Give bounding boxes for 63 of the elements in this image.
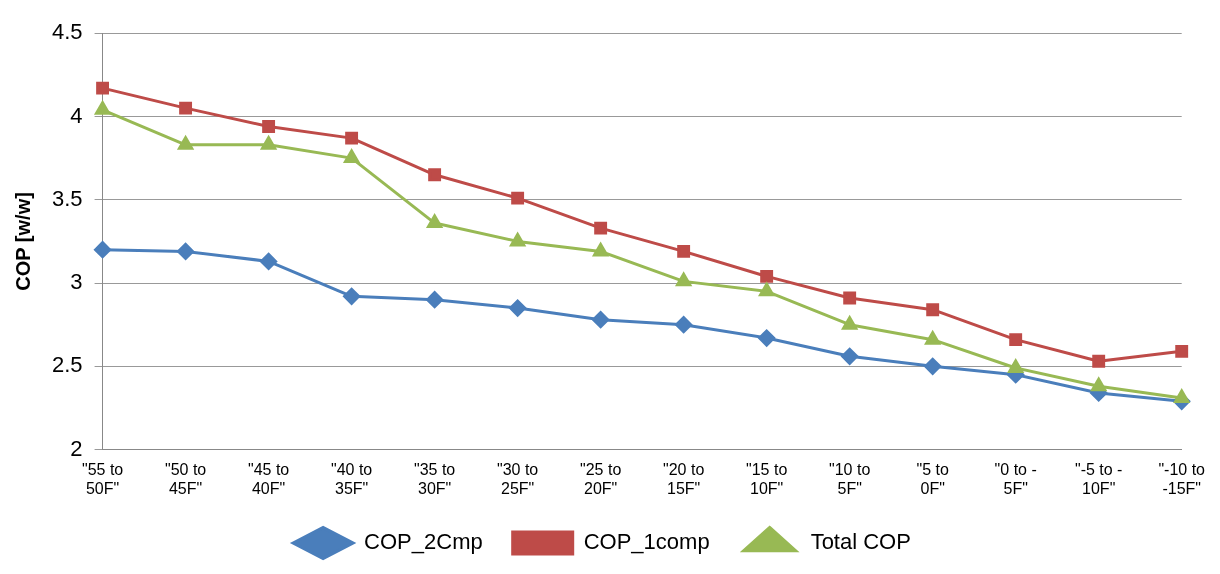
point: [675, 316, 693, 334]
y-tick-label: 4.5: [51, 19, 83, 45]
point: [925, 331, 941, 345]
legend-label: COP_2Cmp: [364, 529, 483, 555]
y-tick-label: 2: [70, 435, 83, 461]
legend-label: Total COP: [810, 529, 911, 555]
legend-label: COP_1comp: [583, 529, 710, 555]
point: [179, 101, 193, 115]
point: [178, 136, 194, 150]
point: [841, 347, 859, 365]
point: [95, 101, 111, 115]
point: [1175, 344, 1189, 358]
point: [427, 214, 443, 229]
x-tick-label: "15 to 10F": [746, 460, 788, 497]
y-tick-label: 3: [70, 269, 83, 295]
x-tick-label: "5 to 0F": [916, 460, 949, 497]
point: [1008, 359, 1024, 373]
point: [426, 291, 444, 309]
y-tick-label: 3.5: [51, 185, 83, 211]
point: [593, 242, 609, 257]
point: [758, 329, 776, 347]
x-tick-label: "-5 to -10F": [1074, 460, 1123, 497]
point: [343, 287, 361, 305]
point: [760, 269, 774, 283]
point: [924, 357, 942, 375]
x-tick-label: "30 to 25F": [497, 460, 539, 497]
y-tick-label: 2.5: [51, 352, 83, 378]
point: [594, 221, 608, 235]
point: [428, 168, 442, 182]
x-tick-label: "-10 to -15F": [1158, 460, 1206, 497]
point: [759, 282, 775, 297]
point: [96, 81, 110, 95]
x-tick-label: "0 to -5F": [994, 460, 1037, 497]
point: [177, 242, 195, 260]
x-tick-label: "50 to 45F": [164, 460, 207, 497]
x-tick-label: "45 to 40F": [247, 460, 290, 497]
x-tick-label: "40 to 35F": [330, 460, 373, 497]
point: [261, 136, 277, 150]
point: [260, 252, 278, 270]
x-tick-label: "25 to 20F": [580, 460, 622, 497]
y-axis-title: COP [w/w]: [11, 192, 34, 291]
point: [1009, 333, 1023, 347]
point: [511, 191, 525, 205]
point: [926, 303, 940, 317]
point: [345, 131, 359, 145]
point: [676, 272, 692, 287]
x-tick-label: "10 to 5F": [829, 460, 871, 497]
point: [1092, 354, 1106, 368]
y-tick-label: 4: [70, 102, 83, 128]
x-tick-label: "20 to 15F": [663, 460, 705, 497]
point: [677, 244, 691, 258]
point: [842, 316, 858, 330]
point: [843, 291, 857, 305]
x-tick-label: "55 to 50F": [81, 460, 124, 497]
point: [1091, 377, 1107, 392]
point: [509, 299, 527, 317]
point: [94, 241, 112, 259]
point: [344, 149, 360, 164]
point: [592, 311, 610, 329]
x-tick-label: "35 to 30F": [413, 460, 456, 497]
point: [1174, 389, 1190, 403]
point: [510, 232, 526, 247]
point: [262, 120, 276, 133]
